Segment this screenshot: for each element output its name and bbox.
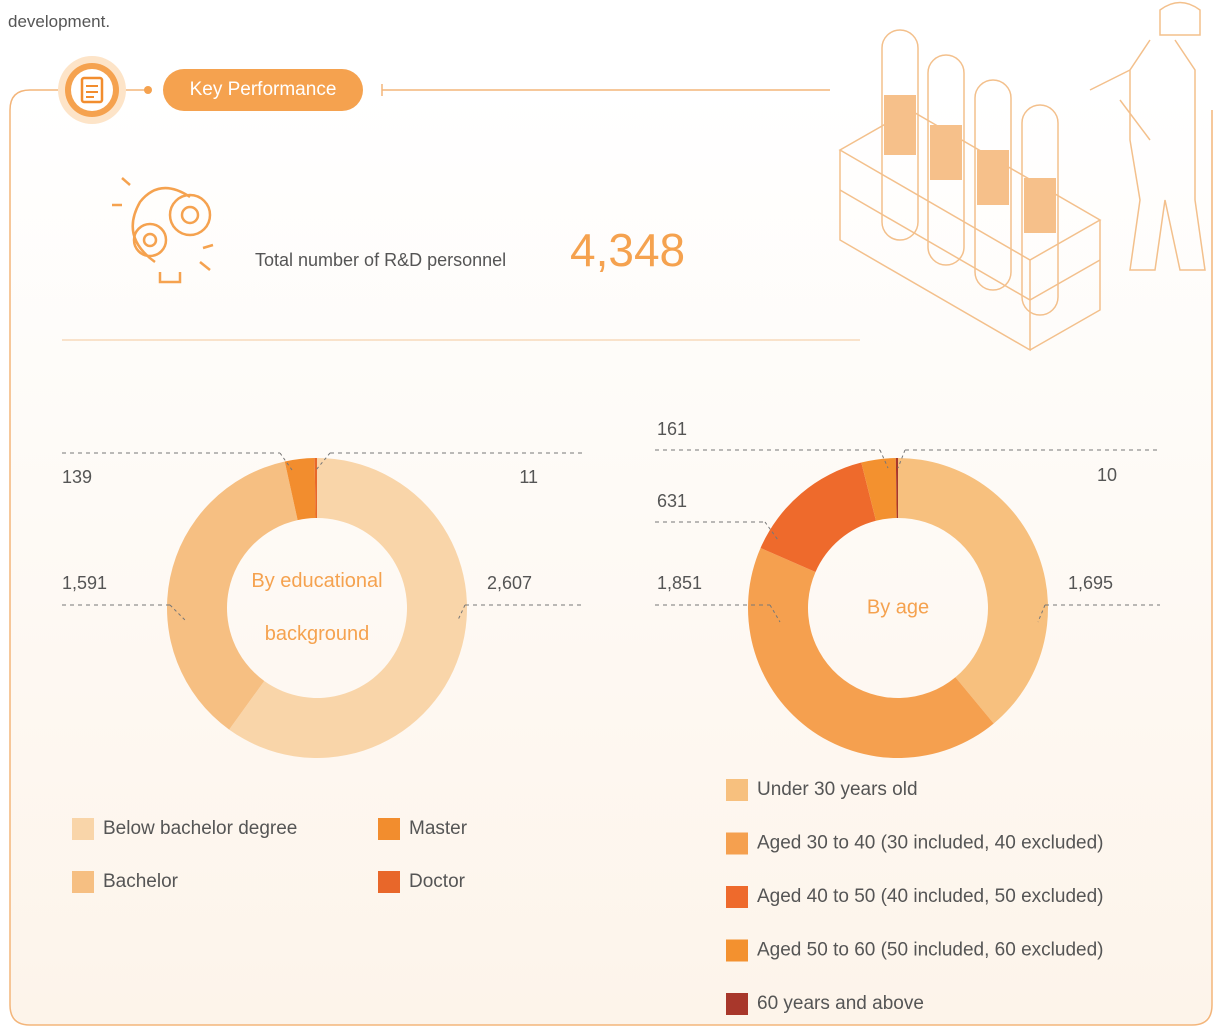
value-label: 631 xyxy=(657,491,687,511)
total-label: Total number of R&D personnel xyxy=(255,250,506,270)
value-label: 161 xyxy=(657,419,687,439)
legend-swatch xyxy=(726,833,748,855)
legend-label: Doctor xyxy=(409,871,466,892)
legend-label: Under 30 years old xyxy=(757,779,918,800)
legend-label: Aged 40 to 50 (40 included, 50 excluded) xyxy=(757,886,1103,907)
legend-swatch xyxy=(726,779,748,801)
value-label: 1,591 xyxy=(62,573,107,593)
donut-center-title: By educational background xyxy=(232,555,402,661)
connector-dot xyxy=(144,86,152,94)
value-label: 1,695 xyxy=(1068,573,1113,593)
legend-swatch xyxy=(72,818,94,840)
value-label: 139 xyxy=(62,467,92,487)
legend-label: 60 years and above xyxy=(757,993,924,1014)
legend-label: Master xyxy=(409,818,468,839)
page: { "intro_text": "development.", "section… xyxy=(0,0,1214,1027)
legend-swatch xyxy=(726,940,748,962)
legend-swatch xyxy=(378,818,400,840)
section-title: Key Performance xyxy=(190,79,337,100)
total-value: 4,348 xyxy=(570,224,685,276)
donut-center-title: By age xyxy=(813,582,983,635)
legend-label: Bachelor xyxy=(103,871,179,892)
value-label: 11 xyxy=(519,467,538,487)
section-icon xyxy=(58,56,126,124)
legend-label: Below bachelor degree xyxy=(103,818,297,839)
value-label: 10 xyxy=(1097,465,1117,485)
legend-swatch xyxy=(726,886,748,908)
legend-swatch xyxy=(726,993,748,1015)
legend-label: Aged 50 to 60 (50 included, 60 excluded) xyxy=(757,940,1103,961)
legend-label: Aged 30 to 40 (30 included, 40 excluded) xyxy=(757,833,1103,854)
canvas: Key Performance Total number of R&D pers… xyxy=(0,0,1214,1027)
value-label: 2,607 xyxy=(487,573,532,593)
value-label: 1,851 xyxy=(657,573,702,593)
legend-swatch xyxy=(378,871,400,893)
legend-swatch xyxy=(72,871,94,893)
